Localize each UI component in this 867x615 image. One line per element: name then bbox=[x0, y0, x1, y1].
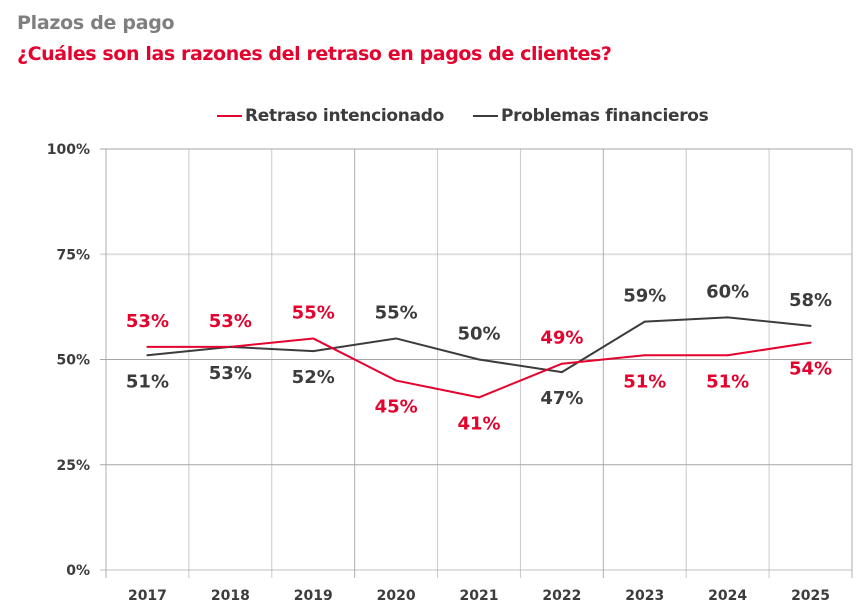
legend-swatch-problemas-financieros bbox=[473, 115, 498, 117]
legend-swatch-retraso-intencionado bbox=[217, 115, 242, 117]
x-tick-label: 2019 bbox=[294, 588, 333, 604]
data-point-problemas-financieros bbox=[726, 316, 729, 319]
chart-title: ¿Cuáles son las razones del retraso en p… bbox=[17, 43, 612, 65]
legend-label-retraso-intencionado: Retraso intencionado bbox=[245, 106, 445, 126]
data-label-retraso-intencionado: 53% bbox=[209, 311, 252, 332]
data-point-problemas-financieros bbox=[395, 337, 398, 340]
x-tick-label: 2025 bbox=[791, 588, 830, 604]
data-label-problemas-financieros: 51% bbox=[126, 371, 169, 392]
data-point-problemas-financieros bbox=[229, 345, 232, 348]
data-point-problemas-financieros bbox=[478, 358, 480, 361]
chart-subtitle: Plazos de pago bbox=[17, 12, 175, 34]
data-label-retraso-intencionado: 45% bbox=[375, 397, 418, 418]
y-tick-label: 50% bbox=[56, 353, 90, 369]
x-tick-label: 2020 bbox=[377, 588, 416, 604]
data-label-retraso-intencionado: 41% bbox=[457, 413, 500, 434]
y-tick-label: 100% bbox=[47, 142, 90, 158]
data-point-retraso-intencionado bbox=[395, 379, 398, 382]
data-label-problemas-financieros: 53% bbox=[209, 363, 252, 384]
data-label-problemas-financieros: 60% bbox=[706, 281, 749, 302]
data-label-retraso-intencionado: 55% bbox=[292, 302, 335, 323]
data-point-retraso-intencionado bbox=[478, 396, 480, 399]
data-label-retraso-intencionado: 51% bbox=[706, 371, 749, 392]
data-label-problemas-financieros: 59% bbox=[623, 286, 666, 307]
legend-label-problemas-financieros: Problemas financieros bbox=[501, 106, 709, 126]
data-label-retraso-intencionado: 49% bbox=[540, 328, 583, 349]
data-label-retraso-intencionado: 53% bbox=[126, 311, 169, 332]
data-point-retraso-intencionado bbox=[809, 341, 812, 344]
data-point-retraso-intencionado bbox=[643, 354, 646, 357]
data-point-problemas-financieros bbox=[560, 371, 563, 374]
y-tick-label: 25% bbox=[56, 458, 90, 474]
x-tick-label: 2017 bbox=[128, 588, 167, 604]
data-label-problemas-financieros: 47% bbox=[540, 388, 583, 409]
data-point-problemas-financieros bbox=[643, 320, 646, 323]
data-point-retraso-intencionado bbox=[560, 362, 563, 365]
x-tick-label: 2023 bbox=[625, 588, 664, 604]
y-tick-label: 75% bbox=[56, 247, 90, 263]
y-tick-label: 0% bbox=[66, 563, 90, 579]
data-point-problemas-financieros bbox=[312, 350, 315, 353]
data-label-problemas-financieros: 52% bbox=[292, 367, 335, 388]
x-tick-label: 2021 bbox=[460, 588, 499, 604]
data-point-retraso-intencionado bbox=[146, 345, 149, 348]
x-tick-label: 2024 bbox=[708, 588, 747, 604]
data-point-retraso-intencionado bbox=[726, 354, 729, 357]
data-point-problemas-financieros bbox=[809, 324, 812, 327]
legend-item-retraso-intencionado: Retraso intencionado bbox=[217, 106, 444, 126]
x-tick-label: 2018 bbox=[211, 588, 250, 604]
legend: Retraso intencionado Problemas financier… bbox=[0, 106, 867, 130]
data-label-problemas-financieros: 58% bbox=[789, 290, 832, 311]
data-label-problemas-financieros: 50% bbox=[457, 324, 500, 345]
x-tick-label: 2022 bbox=[542, 588, 581, 604]
data-point-problemas-financieros bbox=[146, 354, 149, 357]
data-label-problemas-financieros: 55% bbox=[375, 302, 418, 323]
legend-item-problemas-financieros: Problemas financieros bbox=[473, 106, 709, 126]
data-label-retraso-intencionado: 51% bbox=[623, 371, 666, 392]
data-label-retraso-intencionado: 54% bbox=[789, 359, 832, 380]
data-point-retraso-intencionado bbox=[312, 337, 315, 340]
